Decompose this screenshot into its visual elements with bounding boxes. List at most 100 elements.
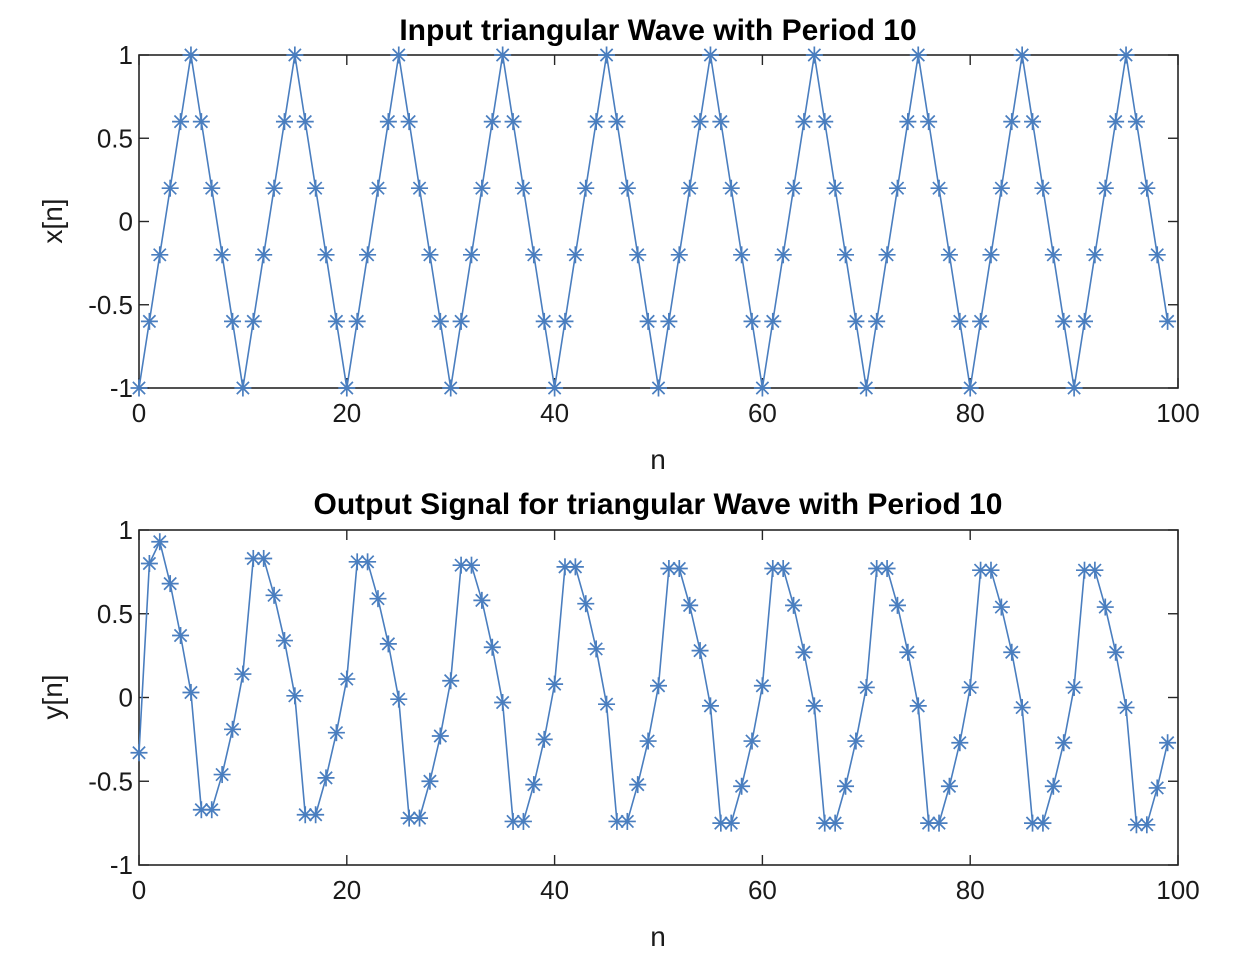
data-point [192,113,210,131]
data-point [1003,113,1021,131]
data-point [514,812,532,830]
data-point [224,720,242,738]
data-point [286,687,304,705]
data-point [629,246,647,264]
plot-title: Output Signal for triangular Wave with P… [314,488,1003,521]
data-point [930,814,948,832]
data-point [1107,643,1125,661]
data-point [462,556,480,574]
data-point [286,46,304,64]
data-point [774,560,792,578]
data-point [504,113,522,131]
data-point [1117,46,1135,64]
data-point [1065,379,1083,397]
data-point [577,595,595,613]
data-point [961,379,979,397]
data-point [888,596,906,614]
data-point [213,246,231,264]
data-point [203,179,221,197]
data-point [473,591,491,609]
y-tick-label: 1 [119,515,133,545]
data-point [1013,46,1031,64]
data-point [431,727,449,745]
data-point [442,672,460,690]
data-point [400,809,418,827]
data-point [411,809,429,827]
data-point [629,776,647,794]
data-point [826,179,844,197]
data-point [868,312,886,330]
data-point [151,533,169,551]
data-point [296,113,314,131]
data-point [421,772,439,790]
data-point [161,179,179,197]
data-point [618,812,636,830]
y-tick-label: 0.5 [97,123,133,153]
plot-title: Input triangular Wave with Period 10 [399,14,916,47]
data-point [940,246,958,264]
data-point [379,635,397,653]
data-point [670,246,688,264]
data-series [130,46,1177,397]
x-tick-label: 100 [1156,875,1199,905]
data-point [265,179,283,197]
data-point [701,697,719,715]
data-point [1096,598,1114,616]
data-point [483,638,501,656]
data-point [920,814,938,832]
y-tick-label: 0.5 [97,599,133,629]
data-point [660,312,678,330]
data-point [556,312,574,330]
data-point [826,814,844,832]
data-point [681,596,699,614]
data-point [546,379,564,397]
data-point [899,113,917,131]
data-point [712,113,730,131]
data-point [172,627,190,645]
data-point [587,640,605,658]
data-point [1138,179,1156,197]
data-point [130,379,148,397]
data-point [255,549,273,567]
data-point [587,113,605,131]
data-point [400,113,418,131]
data-point [255,246,273,264]
data-point [172,113,190,131]
data-point [878,246,896,264]
y-tick-label: -1 [110,373,133,403]
data-point [733,246,751,264]
data-point [494,46,512,64]
y-axis-label: x[n] [37,198,68,243]
data-point [795,113,813,131]
data-point [1055,312,1073,330]
data-point [369,590,387,608]
data-point [234,665,252,683]
data-point [1024,113,1042,131]
data-point [462,246,480,264]
x-tick-label: 80 [956,875,985,905]
data-point [431,312,449,330]
data-point [598,46,616,64]
data-point [1044,246,1062,264]
data-point [878,560,896,578]
data-point [514,179,532,197]
data-point [805,697,823,715]
data-point [1075,312,1093,330]
data-point [1013,699,1031,717]
data-point [598,695,616,713]
data-point [359,246,377,264]
data-point [743,732,761,750]
x-tick-label: 40 [540,875,569,905]
data-point [1127,113,1145,131]
data-point [234,379,252,397]
data-point [951,312,969,330]
data-point [992,598,1010,616]
input-signal-plot: Input triangular Wave with Period 10 0 20… [37,14,1200,475]
data-point [535,312,553,330]
data-point [307,179,325,197]
data-point [899,643,917,661]
data-point [359,553,377,571]
data-point [369,179,387,197]
data-point [909,46,927,64]
